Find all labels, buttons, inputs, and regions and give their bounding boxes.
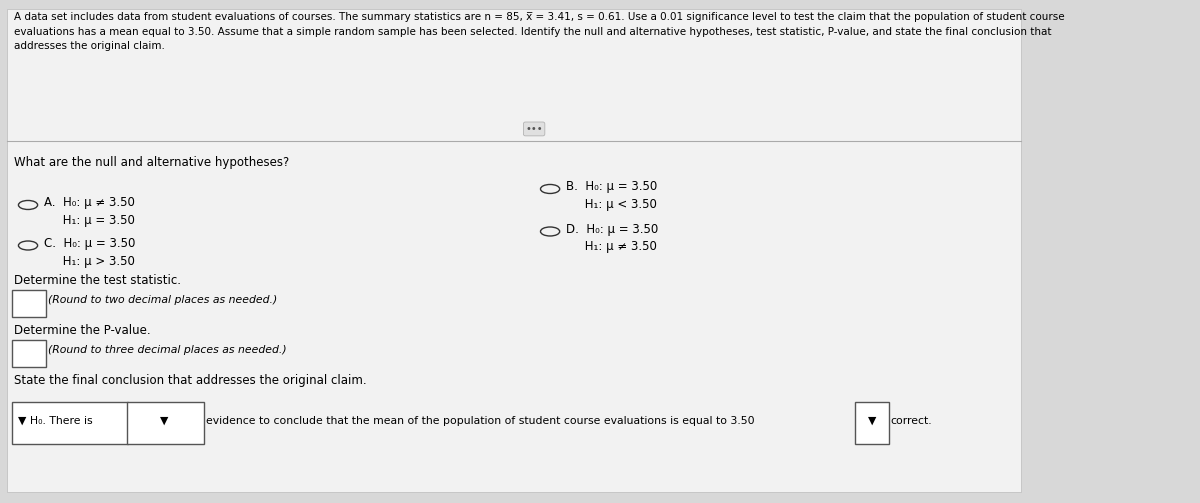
Text: (Round to three decimal places as needed.): (Round to three decimal places as needed… <box>48 345 287 355</box>
FancyBboxPatch shape <box>127 401 204 444</box>
FancyBboxPatch shape <box>12 290 46 316</box>
Text: ▼ H₀. There is: ▼ H₀. There is <box>18 415 94 426</box>
Text: (Round to two decimal places as needed.): (Round to two decimal places as needed.) <box>48 295 277 305</box>
Text: Determine the P-value.: Determine the P-value. <box>14 324 151 337</box>
Text: State the final conclusion that addresses the original claim.: State the final conclusion that addresse… <box>14 374 367 387</box>
FancyBboxPatch shape <box>12 401 128 444</box>
Text: What are the null and alternative hypotheses?: What are the null and alternative hypoth… <box>14 156 289 170</box>
Text: H₁: μ < 3.50: H₁: μ < 3.50 <box>566 198 656 211</box>
FancyBboxPatch shape <box>7 9 1021 491</box>
Text: •••: ••• <box>526 124 542 134</box>
Text: B.  H₀: μ = 3.50: B. H₀: μ = 3.50 <box>566 181 658 194</box>
Text: evidence to conclude that the mean of the population of student course evaluatio: evidence to conclude that the mean of th… <box>206 415 755 426</box>
Text: H₁: μ > 3.50: H₁: μ > 3.50 <box>44 255 134 268</box>
FancyBboxPatch shape <box>854 401 889 444</box>
Text: C.  H₀: μ = 3.50: C. H₀: μ = 3.50 <box>44 237 136 250</box>
Text: ▼: ▼ <box>161 415 168 426</box>
Text: H₁: μ ≠ 3.50: H₁: μ ≠ 3.50 <box>566 240 656 254</box>
FancyBboxPatch shape <box>12 340 46 367</box>
Text: ▼: ▼ <box>868 415 876 426</box>
Text: D.  H₀: μ = 3.50: D. H₀: μ = 3.50 <box>566 223 659 236</box>
Text: correct.: correct. <box>890 415 931 426</box>
Text: A.  H₀: μ ≠ 3.50: A. H₀: μ ≠ 3.50 <box>44 197 134 209</box>
Text: Determine the test statistic.: Determine the test statistic. <box>14 274 181 287</box>
Text: H₁: μ = 3.50: H₁: μ = 3.50 <box>44 214 134 227</box>
Text: A data set includes data from student evaluations of courses. The summary statis: A data set includes data from student ev… <box>14 13 1064 51</box>
